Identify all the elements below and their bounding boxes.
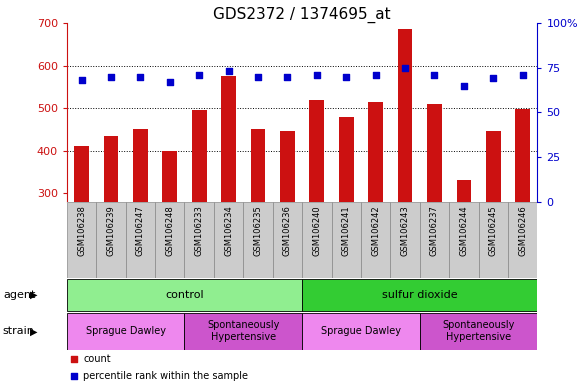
Text: count: count (83, 354, 111, 364)
Text: sulfur dioxide: sulfur dioxide (382, 290, 458, 300)
Point (459, 83, 468, 89)
Bar (74, 146, 89, 202)
Bar (339, 118, 354, 202)
Point (77, 77, 86, 83)
Point (283, 74, 292, 80)
Point (430, 72, 439, 78)
Bar (427, 104, 442, 202)
Text: strain: strain (3, 326, 35, 336)
Text: GSM106233: GSM106233 (195, 205, 204, 256)
Bar (185, 313, 302, 350)
Bar (368, 102, 383, 202)
Point (106, 74, 116, 80)
Bar (96, 202, 125, 278)
Bar (272, 202, 302, 278)
Bar (163, 151, 177, 202)
Bar (420, 313, 537, 350)
Point (195, 72, 204, 78)
Bar (185, 202, 214, 278)
Text: GSM106238: GSM106238 (77, 205, 86, 256)
Bar (192, 110, 206, 202)
Bar (67, 202, 96, 278)
Text: GSM106240: GSM106240 (313, 205, 321, 256)
Bar (449, 202, 479, 278)
Text: Spontaneously
Hypertensive: Spontaneously Hypertensive (207, 321, 279, 342)
Bar (67, 313, 185, 350)
Bar (486, 131, 501, 202)
Bar (390, 202, 420, 278)
Text: ▶: ▶ (30, 326, 38, 336)
Text: GSM106234: GSM106234 (224, 205, 233, 256)
Bar (221, 76, 236, 202)
Point (342, 74, 351, 80)
Point (518, 72, 528, 78)
Bar (302, 313, 420, 350)
Point (165, 79, 174, 85)
Bar (103, 136, 119, 202)
Text: GSM106236: GSM106236 (283, 205, 292, 256)
Point (253, 74, 263, 80)
Point (69, 372, 78, 379)
Text: GSM106245: GSM106245 (489, 205, 498, 256)
Text: agent: agent (3, 290, 35, 300)
Text: Sprague Dawley: Sprague Dawley (321, 326, 401, 336)
Text: GSM106242: GSM106242 (371, 205, 380, 256)
Bar (479, 202, 508, 278)
Bar (302, 279, 537, 311)
Text: GSM106239: GSM106239 (106, 205, 116, 256)
Text: GSM106248: GSM106248 (165, 205, 174, 256)
Bar (361, 202, 390, 278)
Point (489, 75, 498, 81)
Bar (508, 202, 537, 278)
Bar (155, 202, 185, 278)
Text: GSM106237: GSM106237 (430, 205, 439, 256)
Text: Spontaneously
Hypertensive: Spontaneously Hypertensive (442, 321, 515, 342)
Bar (420, 202, 449, 278)
Bar (67, 279, 302, 311)
Text: control: control (165, 290, 204, 300)
Point (136, 74, 145, 80)
Point (312, 72, 321, 78)
Bar (133, 129, 148, 202)
Text: GSM106241: GSM106241 (342, 205, 351, 256)
Point (224, 68, 233, 74)
Text: GSM106235: GSM106235 (253, 205, 263, 256)
Bar (125, 202, 155, 278)
Text: ▶: ▶ (30, 290, 38, 300)
Bar (310, 99, 324, 202)
Bar (243, 202, 272, 278)
Bar (398, 30, 413, 202)
Bar (280, 131, 295, 202)
Bar (515, 109, 530, 202)
Text: GSM106247: GSM106247 (136, 205, 145, 256)
Bar (332, 202, 361, 278)
Point (371, 72, 381, 78)
Bar (250, 129, 266, 202)
Text: GSM106246: GSM106246 (518, 205, 527, 256)
Point (400, 65, 410, 71)
Text: Sprague Dawley: Sprague Dawley (85, 326, 166, 336)
Text: GSM106243: GSM106243 (400, 205, 410, 256)
Text: percentile rank within the sample: percentile rank within the sample (83, 371, 248, 381)
Bar (457, 180, 471, 202)
Bar (214, 202, 243, 278)
Bar (302, 202, 332, 278)
Text: GSM106244: GSM106244 (460, 205, 468, 256)
Title: GDS2372 / 1374695_at: GDS2372 / 1374695_at (213, 7, 391, 23)
Point (69, 356, 78, 362)
